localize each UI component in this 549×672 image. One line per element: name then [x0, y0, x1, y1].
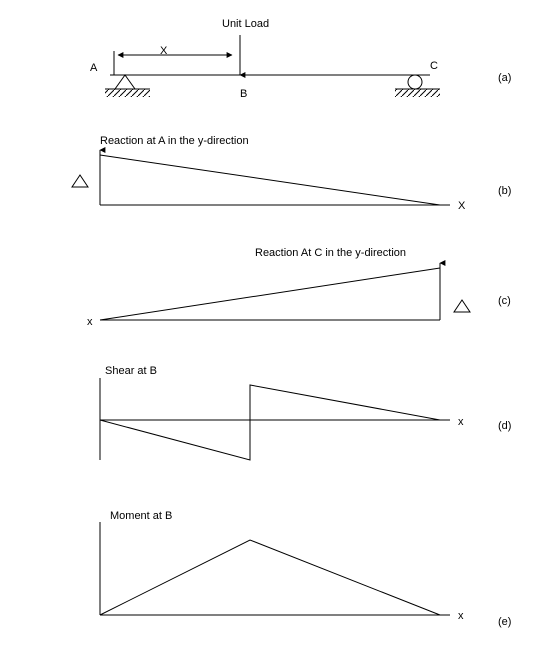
label-point-b: B — [240, 88, 247, 100]
label-moment-b: Moment at B — [110, 510, 172, 522]
diagram-canvas: Unit Load X A B C (a) Reaction at A in the y-d… — [0, 0, 549, 672]
diagram-svg — [0, 0, 549, 672]
label-reaction-a: Reaction at A in the y-direction — [100, 135, 249, 147]
label-panel-e: (e) — [498, 616, 511, 628]
label-axis-x-d: x — [458, 416, 464, 428]
label-axis-x-c: x — [87, 316, 93, 328]
label-panel-a: (a) — [498, 72, 511, 84]
label-unit-load: Unit Load — [222, 18, 269, 30]
label-axis-x-e: x — [458, 610, 464, 622]
label-panel-d: (d) — [498, 420, 511, 432]
label-x-dim: X — [160, 45, 167, 57]
label-axis-x-b: X — [458, 200, 465, 212]
label-point-a: A — [90, 62, 97, 74]
label-panel-c: (c) — [498, 295, 511, 307]
label-shear-b: Shear at B — [105, 365, 157, 377]
label-panel-b: (b) — [498, 185, 511, 197]
label-reaction-c: Reaction At C in the y-direction — [255, 247, 406, 259]
label-point-c: C — [430, 60, 438, 72]
